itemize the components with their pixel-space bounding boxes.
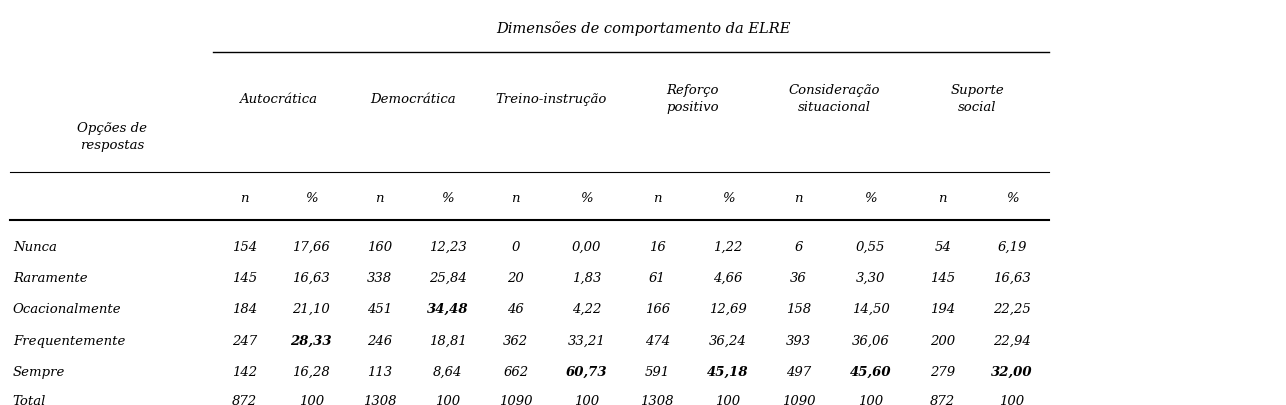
Text: 158: 158 [786,302,811,315]
Text: 497: 497 [786,365,811,378]
Text: 36,24: 36,24 [709,334,747,347]
Text: n: n [939,192,946,205]
Text: 32,00: 32,00 [992,365,1033,378]
Text: %: % [721,192,734,205]
Text: 279: 279 [930,365,955,378]
Text: 4,66: 4,66 [714,271,742,284]
Text: Raramente: Raramente [13,271,87,284]
Text: 100: 100 [999,394,1025,405]
Text: 17,66: 17,66 [292,241,331,254]
Text: n: n [376,192,383,205]
Text: 0,55: 0,55 [856,241,885,254]
Text: 100: 100 [298,394,324,405]
Text: 1,83: 1,83 [572,271,601,284]
Text: 184: 184 [231,302,257,315]
Text: 662: 662 [503,365,529,378]
Text: Total: Total [13,394,46,405]
Text: 45,60: 45,60 [850,365,891,378]
Text: 28,33: 28,33 [291,334,332,347]
Text: 591: 591 [644,365,670,378]
Text: n: n [512,192,520,205]
Text: 451: 451 [367,302,392,315]
Text: Democrática: Democrática [370,93,457,106]
Text: 1,22: 1,22 [714,241,742,254]
Text: 393: 393 [786,334,811,347]
Text: 166: 166 [644,302,670,315]
Text: 14,50: 14,50 [851,302,890,315]
Text: 474: 474 [644,334,670,347]
Text: 200: 200 [930,334,955,347]
Text: 0: 0 [512,241,520,254]
Text: 100: 100 [435,394,460,405]
Text: 1090: 1090 [782,394,815,405]
Text: Frequentemente: Frequentemente [13,334,125,347]
Text: 145: 145 [930,271,955,284]
Text: 22,25: 22,25 [993,302,1031,315]
Text: 16,63: 16,63 [292,271,331,284]
Text: 33,21: 33,21 [567,334,606,347]
Text: 100: 100 [858,394,883,405]
Text: 246: 246 [367,334,392,347]
Text: %: % [864,192,877,205]
Text: 338: 338 [367,271,392,284]
Text: 36: 36 [790,271,808,284]
Text: 16,63: 16,63 [993,271,1031,284]
Text: 54: 54 [934,241,952,254]
Text: 25,84: 25,84 [428,271,467,284]
Text: 160: 160 [367,241,392,254]
Text: 60,73: 60,73 [566,365,607,378]
Text: %: % [305,192,318,205]
Text: 362: 362 [503,334,529,347]
Text: 20: 20 [507,271,525,284]
Text: 12,69: 12,69 [709,302,747,315]
Text: 872: 872 [930,394,955,405]
Text: 142: 142 [231,365,257,378]
Text: 872: 872 [231,394,257,405]
Text: 1090: 1090 [499,394,532,405]
Text: n: n [653,192,661,205]
Text: n: n [795,192,802,205]
Text: 45,18: 45,18 [707,365,748,378]
Text: 247: 247 [231,334,257,347]
Text: 1308: 1308 [640,394,674,405]
Text: Dimensões de comportamento da ELRE: Dimensões de comportamento da ELRE [496,21,790,36]
Text: Autocrática: Autocrática [239,93,316,106]
Text: 8,64: 8,64 [433,365,462,378]
Text: 3,30: 3,30 [856,271,885,284]
Text: 194: 194 [930,302,955,315]
Text: Suporte
social: Suporte social [950,84,1004,114]
Text: 145: 145 [231,271,257,284]
Text: 36,06: 36,06 [851,334,890,347]
Text: 0,00: 0,00 [572,241,601,254]
Text: %: % [441,192,454,205]
Text: 1308: 1308 [363,394,396,405]
Text: 61: 61 [648,271,666,284]
Text: 21,10: 21,10 [292,302,331,315]
Text: 46: 46 [507,302,525,315]
Text: 100: 100 [574,394,599,405]
Text: 113: 113 [367,365,392,378]
Text: 34,48: 34,48 [427,302,468,315]
Text: 12,23: 12,23 [428,241,467,254]
Text: Ocacionalmente: Ocacionalmente [13,302,121,315]
Text: 100: 100 [715,394,741,405]
Text: 22,94: 22,94 [993,334,1031,347]
Text: %: % [580,192,593,205]
Text: Reforço
positivo: Reforço positivo [666,84,719,114]
Text: 6: 6 [795,241,802,254]
Text: 16,28: 16,28 [292,365,331,378]
Text: Sempre: Sempre [13,365,66,378]
Text: Opções de
respostas: Opções de respostas [77,122,147,151]
Text: Nunca: Nunca [13,241,57,254]
Text: 4,22: 4,22 [572,302,601,315]
Text: Treino-instrução: Treino-instrução [495,93,607,106]
Text: %: % [1006,192,1019,205]
Text: n: n [240,192,248,205]
Text: Consideração
situacional: Consideração situacional [788,84,881,114]
Text: 16: 16 [648,241,666,254]
Text: 154: 154 [231,241,257,254]
Text: 18,81: 18,81 [428,334,467,347]
Text: 6,19: 6,19 [998,241,1026,254]
